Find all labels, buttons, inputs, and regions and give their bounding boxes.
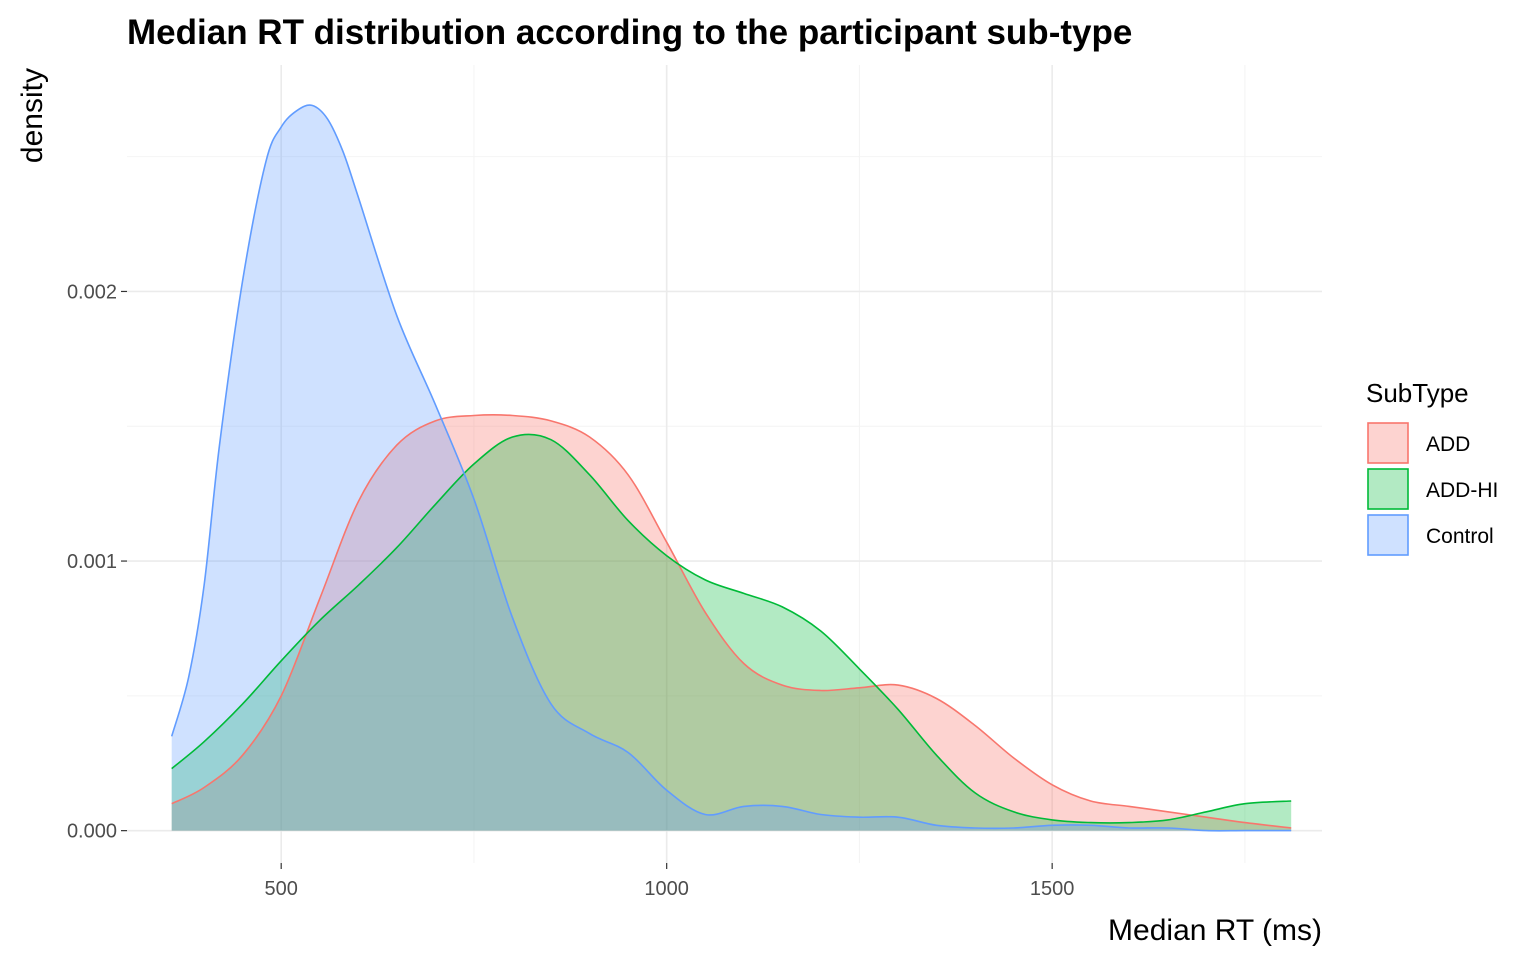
density-area-add-hi <box>171 434 1292 831</box>
legend-key-add-hi <box>1367 468 1409 510</box>
legend-key-bg-add <box>1367 422 1409 464</box>
legend: SubType ADD ADD-HI Control <box>1366 378 1498 556</box>
legend-key-bg-add-hi <box>1367 468 1409 510</box>
legend-key-control <box>1367 514 1409 556</box>
legend-label-control: Control <box>1426 525 1494 548</box>
density-area-control <box>171 105 1292 831</box>
density-lines <box>170 104 1292 832</box>
x-tick-label: 1500 <box>1030 878 1075 900</box>
density-area-add <box>171 414 1292 831</box>
x-tick-label: 1000 <box>644 878 689 900</box>
y-tick-label: 0.001 <box>67 551 117 573</box>
density-areas <box>171 105 1292 831</box>
chart-title: Median RT distribution according to the … <box>127 13 1132 52</box>
x-axis: 500 1000 1500 <box>265 863 1075 900</box>
legend-title: SubType <box>1366 378 1469 408</box>
y-tick-label: 0.000 <box>67 821 117 843</box>
legend-label-add: ADD <box>1426 433 1470 456</box>
x-tick-label: 500 <box>265 878 298 900</box>
density-line-control <box>170 104 1292 832</box>
legend-key-bg-control <box>1367 514 1409 556</box>
y-axis: 0.000 0.001 0.002 <box>67 281 127 843</box>
density-line-add <box>171 414 1292 829</box>
x-axis-title: Median RT (ms) <box>1108 914 1322 947</box>
y-tick-label: 0.002 <box>67 281 117 303</box>
legend-label-add-hi: ADD-HI <box>1426 479 1498 502</box>
plot-grid <box>127 65 1322 863</box>
legend-key-add <box>1367 422 1409 464</box>
y-axis-title: density <box>16 68 49 163</box>
density-line-add-hi <box>171 433 1292 824</box>
